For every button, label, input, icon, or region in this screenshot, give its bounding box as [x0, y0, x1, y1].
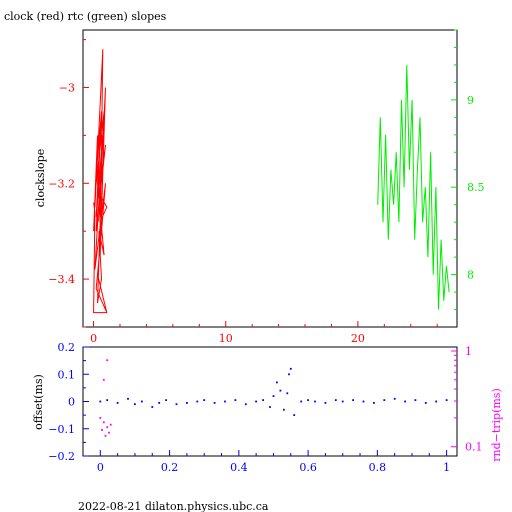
scatter-point-offset [314, 400, 316, 403]
bottom-x-tick-label: 0.6 [299, 461, 317, 474]
scatter-point-offset [283, 408, 285, 411]
scatter-point-offset [293, 414, 296, 416]
bottom-y-tick-label: −0.2 [48, 450, 75, 463]
footer-text: 2022-08-21 dilaton.physics.ubc.ca [78, 500, 269, 512]
bottom-y-axis-label: offset(ms) [32, 374, 45, 430]
scatter-point-offset [175, 403, 178, 406]
scatter-point-rnd-trip [106, 359, 109, 362]
scatter-point-offset [151, 406, 154, 408]
bottom-series [99, 359, 448, 437]
top-y2-tick-label: 8 [467, 269, 474, 282]
scatter-point-offset [255, 400, 257, 403]
chart-title: clock (red) rtc (green) slopes [4, 10, 167, 23]
top-y2-axis: 88.59 [451, 29, 485, 311]
bottom-x-tick-label: 0.2 [161, 461, 179, 474]
top-x-axis: 0 10 20 [90, 321, 438, 345]
top-y-axis: −3.4 −3.2 −3 [48, 39, 89, 328]
top-y-axis-label: clockslope [34, 149, 47, 207]
bottom-y2-tick-label: 0.1 [465, 441, 483, 454]
scatter-point-offset [324, 402, 327, 404]
scatter-point-offset [279, 389, 282, 392]
scatter-point-rnd-trip [101, 429, 103, 431]
scatter-point-offset [203, 399, 206, 401]
scatter-point-rnd-trip [108, 431, 110, 434]
top-plot: clockslope 0 10 20 −3.4−3.2−3 88.59 [34, 29, 485, 345]
bottom-x-tick-label: 0.4 [230, 461, 248, 474]
scatter-point-offset [286, 392, 289, 395]
scatter-point-offset [134, 403, 136, 406]
scatter-point-offset [272, 395, 275, 397]
scatter-point-offset [186, 402, 188, 404]
scatter-point-offset [196, 400, 199, 403]
bottom-plot: offset(ms) rnd−trip(ms) 0 0.2 0.4 0.6 0.8 1 −… [32, 341, 503, 474]
scatter-point-offset [213, 402, 216, 404]
bottom-y2-axis: 0.11 [451, 345, 483, 454]
scatter-point-offset [393, 397, 396, 400]
bottom-y-tick-label: −0.1 [48, 423, 75, 436]
scatter-point-offset [352, 399, 354, 401]
scatter-point-offset [116, 402, 119, 404]
top-x-tick-label: 0 [90, 332, 97, 345]
scatter-point-offset [414, 399, 417, 401]
scatter-point-offset [158, 402, 161, 404]
top-x-tick-label: 10 [219, 332, 233, 345]
scatter-point-offset [373, 402, 375, 404]
scatter-point-offset [127, 397, 129, 400]
top-y-tick-label: −3.4 [48, 273, 75, 286]
scatter-point-offset [334, 399, 337, 401]
scatter-point-offset [141, 400, 143, 403]
series-line-rtc [377, 64, 450, 310]
scatter-point-offset [435, 400, 438, 403]
scatter-point-offset [307, 399, 309, 401]
scatter-point-offset [244, 403, 247, 406]
scatter-point-offset [99, 400, 102, 403]
scatter-point-rnd-trip [102, 421, 105, 424]
scatter-point-offset [362, 400, 365, 403]
scatter-point-rnd-trip [102, 378, 105, 381]
scatter-point-rnd-trip [104, 434, 107, 437]
scatter-point-rnd-trip [106, 426, 109, 429]
scatter-point-offset [289, 367, 292, 370]
scatter-point-offset [341, 400, 344, 403]
top-y-tick-label: −3 [59, 81, 75, 94]
scatter-point-offset [288, 373, 290, 376]
bottom-y2-axis-label: rnd−trip(ms) [490, 388, 503, 462]
bottom-x-tick-label: 0 [97, 461, 104, 474]
top-x-tick-label: 20 [351, 332, 365, 345]
scatter-point-offset [234, 399, 237, 401]
scatter-point-offset [383, 399, 386, 401]
bottom-y-axis: −0.2 −0.1 0 0.1 0.2 [48, 341, 89, 463]
scatter-point-offset [269, 406, 271, 408]
bottom-x-tick-label: 1 [443, 461, 450, 474]
top-plot-frame [82, 29, 458, 328]
bottom-y-tick-label: 0.2 [58, 341, 76, 354]
bottom-plot-frame [82, 346, 458, 457]
scatter-point-offset [165, 399, 167, 401]
bottom-y-tick-label: 0 [68, 396, 75, 409]
scatter-point-offset [424, 402, 427, 404]
scatter-point-offset [224, 400, 226, 403]
top-series [93, 49, 450, 314]
bottom-x-tick-label: 0.8 [369, 461, 387, 474]
top-y2-tick-label: 9 [467, 94, 474, 107]
bottom-y-tick-label: 0.1 [58, 368, 76, 381]
scatter-point-rnd-trip [109, 423, 112, 426]
scatter-point-offset [262, 399, 264, 401]
top-y2-tick-label: 8.5 [467, 181, 485, 194]
scatter-point-rnd-trip [99, 417, 102, 419]
scatter-point-offset [404, 400, 406, 403]
top-y-tick-label: −3.2 [48, 177, 75, 190]
scatter-point-offset [300, 400, 303, 403]
scatter-point-offset [276, 381, 278, 384]
bottom-y2-tick-label: 1 [465, 345, 472, 358]
series-line-clock [93, 49, 108, 314]
bottom-x-axis: 0 0.2 0.4 0.6 0.8 1 [97, 450, 450, 474]
scatter-point-offset [106, 399, 109, 401]
scatter-point-offset [445, 399, 448, 401]
